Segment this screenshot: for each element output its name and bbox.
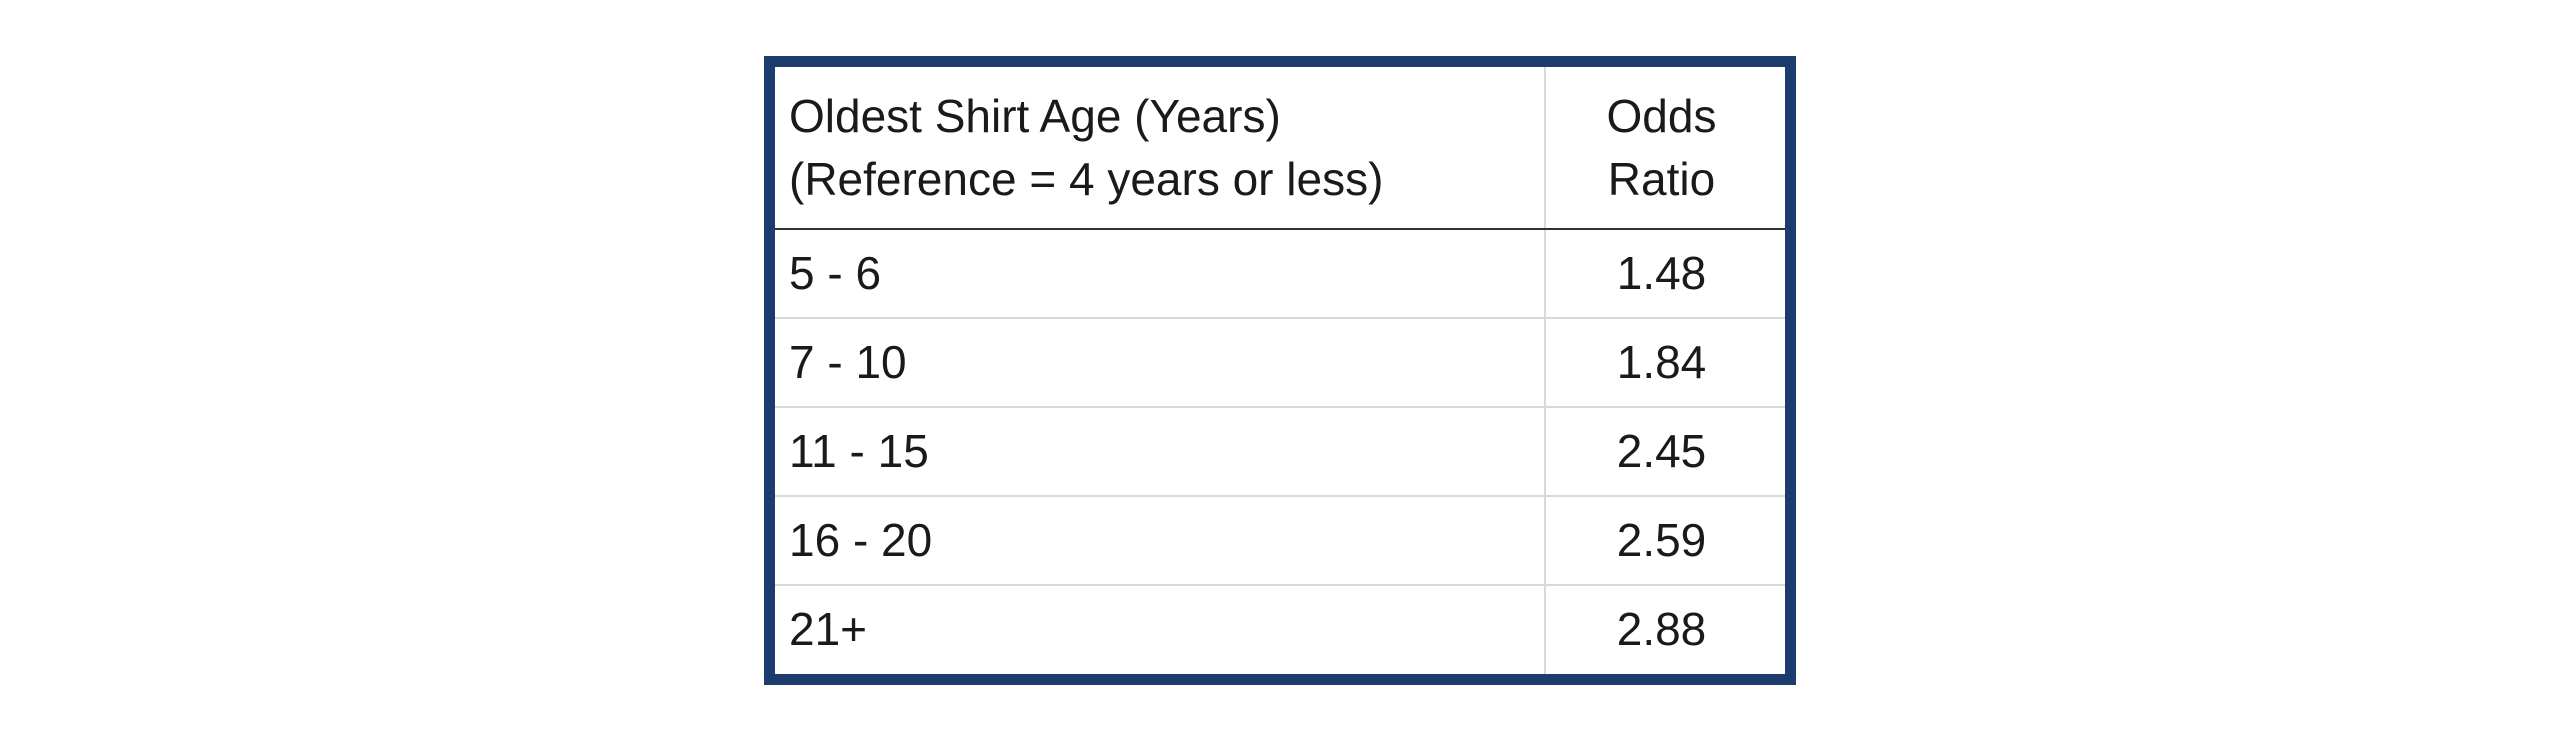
odds-ratio-table-container: Oldest Shirt Age (Years) (Reference = 4 … bbox=[764, 56, 1796, 684]
header-odds-line1: Odds bbox=[1607, 90, 1717, 142]
cell-odds-ratio: 1.84 bbox=[1545, 318, 1785, 407]
cell-category: 11 - 15 bbox=[775, 407, 1545, 496]
odds-ratio-table: Oldest Shirt Age (Years) (Reference = 4 … bbox=[775, 67, 1785, 673]
table-row: 16 - 20 2.59 bbox=[775, 496, 1785, 585]
header-category-line1: Oldest Shirt Age (Years) bbox=[789, 90, 1281, 142]
cell-odds-ratio: 2.45 bbox=[1545, 407, 1785, 496]
table-row: 11 - 15 2.45 bbox=[775, 407, 1785, 496]
table-row: 5 - 6 1.48 bbox=[775, 229, 1785, 318]
header-odds-ratio: Odds Ratio bbox=[1545, 67, 1785, 228]
table-row: 21+ 2.88 bbox=[775, 585, 1785, 673]
cell-odds-ratio: 2.88 bbox=[1545, 585, 1785, 673]
table-header-row: Oldest Shirt Age (Years) (Reference = 4 … bbox=[775, 67, 1785, 228]
cell-category: 5 - 6 bbox=[775, 229, 1545, 318]
header-category-line2: (Reference = 4 years or less) bbox=[789, 153, 1383, 205]
cell-category: 16 - 20 bbox=[775, 496, 1545, 585]
header-category: Oldest Shirt Age (Years) (Reference = 4 … bbox=[775, 67, 1545, 228]
cell-odds-ratio: 2.59 bbox=[1545, 496, 1785, 585]
cell-category: 7 - 10 bbox=[775, 318, 1545, 407]
cell-category: 21+ bbox=[775, 585, 1545, 673]
header-odds-line2: Ratio bbox=[1608, 153, 1715, 205]
cell-odds-ratio: 1.48 bbox=[1545, 229, 1785, 318]
table-row: 7 - 10 1.84 bbox=[775, 318, 1785, 407]
